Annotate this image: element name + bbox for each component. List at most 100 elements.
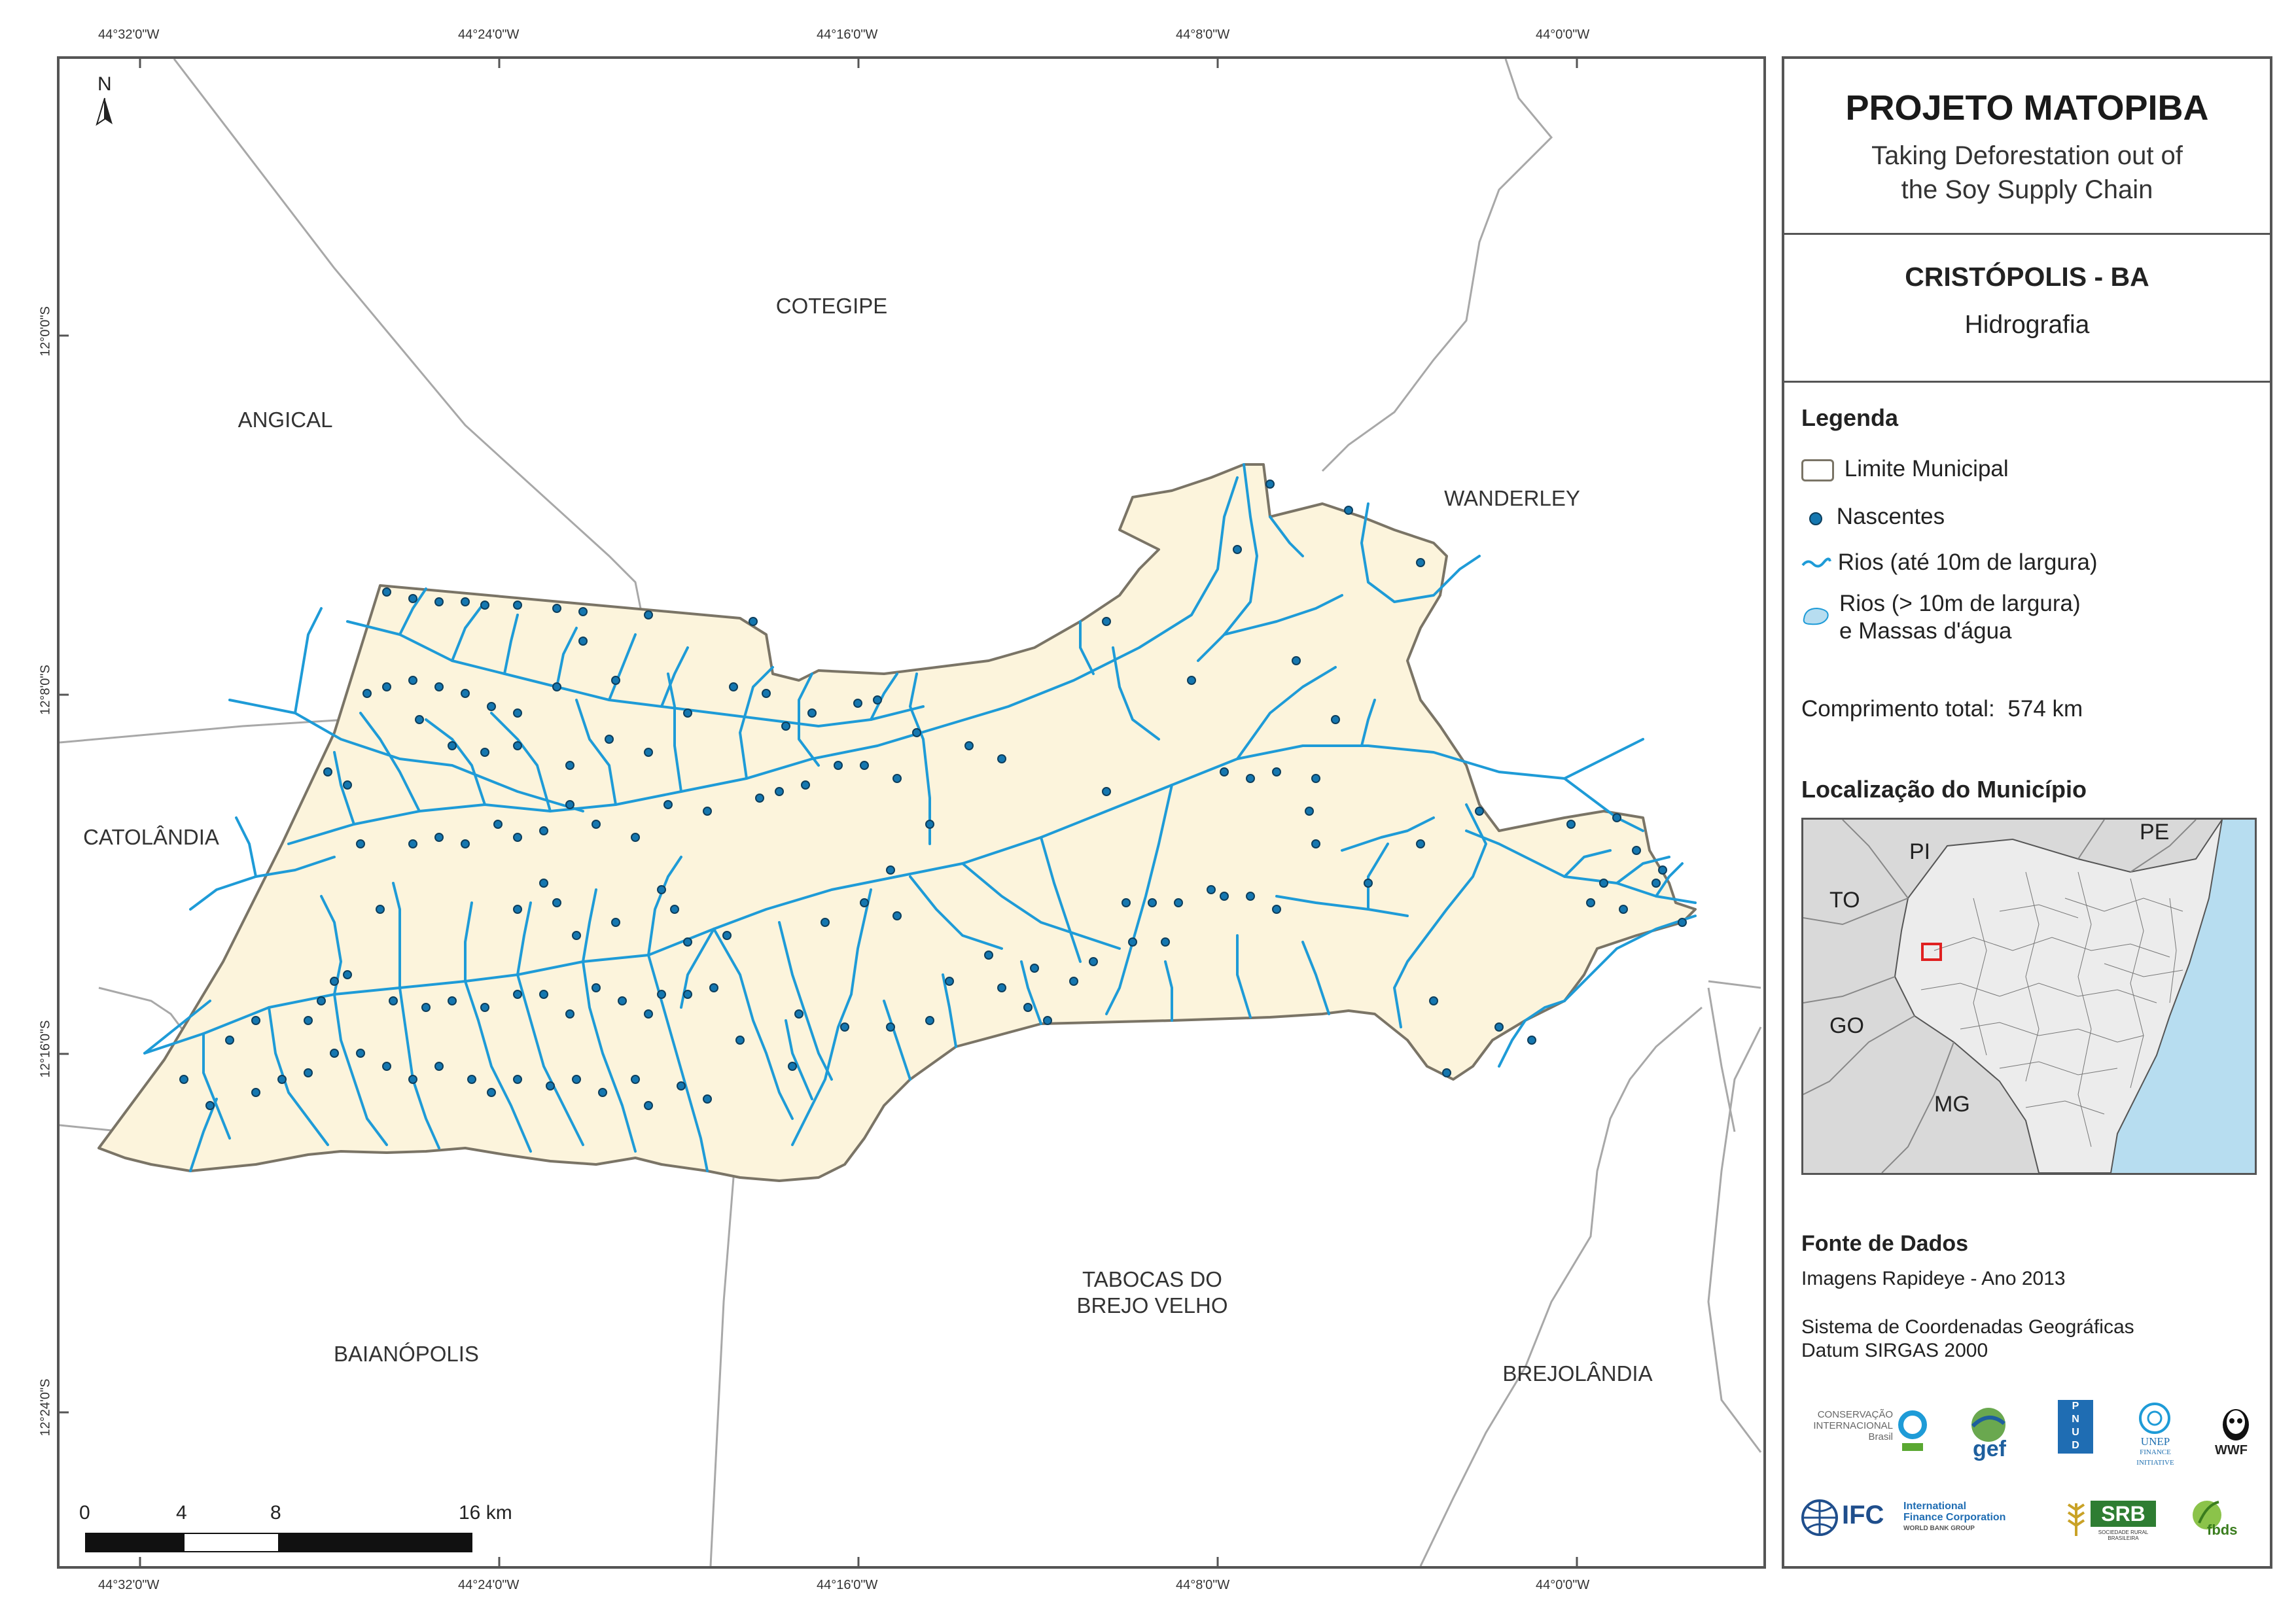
unep-logo-3: INITIATIVE xyxy=(2136,1459,2174,1467)
unep-icon xyxy=(2139,1403,2170,1434)
state-borders xyxy=(1803,820,2197,1173)
sources-title: Fonte de Dados xyxy=(1801,1231,1969,1256)
scale-label-8: 8 xyxy=(270,1502,281,1524)
map-theme: Hidrografia xyxy=(1964,311,2090,339)
north-label: N xyxy=(97,73,112,95)
lon-label-bottom-3: 44°16'0"W xyxy=(817,1578,878,1592)
map-frame[interactable]: N COTEGIPE ANGICAL WANDERLEY CATOLÂNDIA … xyxy=(57,56,1766,1569)
lon-label-bottom-1: 44°32'0"W xyxy=(98,1578,160,1592)
source-imagery: Imagens Rapideye - Ano 2013 xyxy=(1801,1268,2066,1289)
lon-label-top-1: 44°32'0"W xyxy=(98,27,160,42)
wwf-panda-icon xyxy=(2223,1409,2249,1440)
logos-row-1: CONSERVAÇÃO INTERNACIONAL Brasil gef P N… xyxy=(1801,1400,2249,1468)
municipality-name: CRISTÓPOLIS - BA xyxy=(1905,262,2149,292)
srb-wheat-icon xyxy=(2067,1503,2085,1536)
source-datum: Datum SIRGAS 2000 xyxy=(1801,1340,1988,1361)
ifc-logo-name-1: International xyxy=(1903,1501,1967,1512)
panel-subtitle-line1: Taking Deforestation out of xyxy=(1871,141,2183,170)
municipality-highlight xyxy=(1921,943,1942,961)
ocean xyxy=(2111,820,2255,1173)
scale-label-0: 0 xyxy=(79,1502,90,1524)
lat-label-1: 12°0'0"S xyxy=(38,306,53,357)
ifc-logo-text: IFC xyxy=(1842,1501,1884,1529)
ci-logo: CONSERVAÇÃO INTERNACIONAL Brasil xyxy=(1801,1409,1893,1442)
state-label-to: TO xyxy=(1829,888,1860,913)
undp-logo: P N U D xyxy=(2058,1400,2093,1454)
lon-label-bottom-4: 44°8'0"W xyxy=(1176,1578,1230,1592)
legend-title: Legenda xyxy=(1801,404,1899,431)
ci-logo-line1: CONSERVAÇÃO xyxy=(1817,1409,1893,1420)
panel-title: PROJETO MATOPIBA xyxy=(1845,88,2209,128)
large-river-swatch xyxy=(1803,607,1829,625)
lat-label-2: 12°8'0"S xyxy=(38,665,53,715)
ci-logo-line2: INTERNACIONAL xyxy=(1813,1420,1893,1431)
ifc-logo-name-2: Finance Corporation xyxy=(1903,1512,2006,1523)
ifc-globe-icon xyxy=(1801,1499,1838,1536)
unep-logo-1: UNEP xyxy=(2140,1435,2170,1448)
legend-small-rivers: Rios (até 10m de largura) xyxy=(1801,550,2098,576)
panel-subtitle-line2: the Soy Supply Chain xyxy=(1901,175,2153,204)
lon-label-top-4: 44°8'0"W xyxy=(1176,27,1230,42)
divider xyxy=(1784,381,2270,383)
undp-logo-2: N xyxy=(2072,1414,2079,1425)
scale-label-4: 4 xyxy=(176,1502,187,1524)
state-label-go: GO xyxy=(1829,1013,1864,1038)
ci-emblem-icon xyxy=(1898,1410,1927,1451)
srb-logo-sub: SOCIEDADE RURAL BRASILEIRA xyxy=(2098,1529,2149,1541)
legend-limit: Limite Municipal xyxy=(1801,456,2009,482)
graticule-ticks xyxy=(60,59,1578,1566)
lat-label-4: 12°24'0"S xyxy=(38,1378,53,1437)
legend-small-rivers-label: Rios (até 10m de largura) xyxy=(1837,550,2098,575)
place-tabocas: TABOCAS DO BREJO VELHO xyxy=(1054,1266,1250,1319)
total-length: Comprimento total: 574 km xyxy=(1801,696,2083,722)
spring-swatch xyxy=(1801,505,1830,531)
map-panel: PROJETO MATOPIBA Taking Deforestation ou… xyxy=(1782,56,2272,1569)
place-brejolandia: BREJOLÂNDIA xyxy=(1502,1361,1653,1386)
total-length-value: 574 km xyxy=(2007,696,2083,722)
lon-label-bottom-5: 44°0'0"W xyxy=(1536,1578,1590,1592)
legend-springs: Nascentes xyxy=(1801,504,1945,531)
rivers xyxy=(143,463,1697,1172)
source-crs: Sistema de Coordenadas Geográficas xyxy=(1801,1316,2134,1338)
municipal-mesh xyxy=(1920,871,2183,1147)
lon-label-top-3: 44°16'0"W xyxy=(817,27,878,42)
scale-label-16: 16 km xyxy=(459,1502,512,1524)
limit-swatch xyxy=(1801,459,1834,481)
map-canvas xyxy=(60,59,1762,1566)
municipality-polygon xyxy=(97,463,1697,1182)
legend-large-rivers: Rios (> 10m de largura) e Massas d'água xyxy=(1801,590,2081,645)
lon-label-top-2: 44°24'0"W xyxy=(458,27,520,42)
unep-logo-2: FINANCE xyxy=(2140,1448,2171,1456)
logos-row-2: IFC International Finance Corporation WO… xyxy=(1801,1495,2246,1548)
location-title: Localização do Município xyxy=(1801,776,2087,803)
place-tabocas-line2: BREJO VELHO xyxy=(1076,1293,1228,1318)
state-label-mg: MG xyxy=(1934,1092,1970,1117)
place-wanderley: WANDERLEY xyxy=(1444,486,1580,510)
legend-limit-label: Limite Municipal xyxy=(1844,456,2009,481)
lat-label-3: 12°16'0"S xyxy=(38,1020,53,1078)
gef-logo-text: gef xyxy=(1973,1437,2006,1461)
undp-logo-4: D xyxy=(2072,1440,2079,1451)
location-inset[interactable]: PI PE TO GO MG xyxy=(1801,818,2257,1175)
place-angical: ANGICAL xyxy=(238,408,333,432)
place-baianopolis: BAIANÓPOLIS xyxy=(334,1342,479,1366)
place-cotegipe: COTEGIPE xyxy=(775,294,888,318)
undp-logo-1: P xyxy=(2072,1401,2079,1412)
wwf-logo-text: WWF xyxy=(2215,1443,2248,1457)
location-inset-map xyxy=(1803,820,2255,1173)
scale-bar xyxy=(85,1533,472,1552)
ifc-logo-name-3: WORLD BANK GROUP xyxy=(1903,1525,1975,1532)
lon-label-top-5: 44°0'0"W xyxy=(1536,27,1590,42)
small-river-swatch xyxy=(1801,557,1831,568)
divider xyxy=(1784,233,2270,235)
unep-logo: UNEP FINANCE INITIATIVE xyxy=(2126,1435,2185,1468)
ci-logo-line3: Brasil xyxy=(1868,1431,1893,1442)
springs xyxy=(179,480,1687,1110)
lon-label-bottom-2: 44°24'0"W xyxy=(458,1578,520,1592)
panel-subtitle: Taking Deforestation out of the Soy Supp… xyxy=(1784,139,2270,207)
north-arrow xyxy=(96,97,113,126)
fbds-leaf-icon xyxy=(2193,1501,2221,1529)
state-label-pe: PE xyxy=(2140,820,2170,845)
ifc-logo-name: International Finance Corporation WORLD … xyxy=(1903,1501,2005,1534)
place-catolandia: CATOLÂNDIA xyxy=(83,825,219,849)
